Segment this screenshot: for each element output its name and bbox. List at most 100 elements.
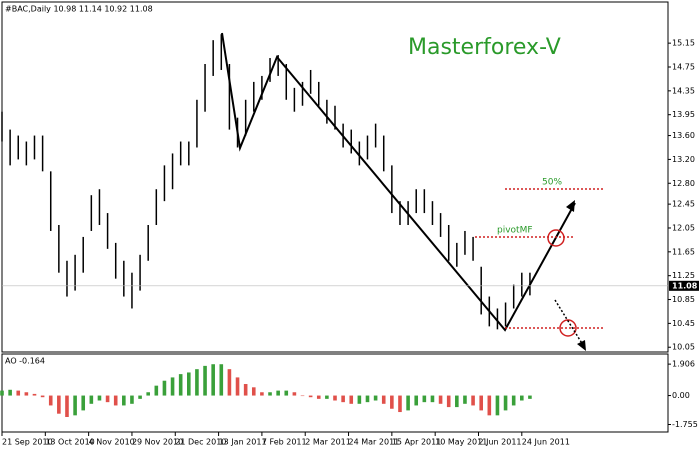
main-pane [1, 1, 669, 353]
last-price-label: 11.08 [672, 281, 698, 290]
x-tick-label: 21 Dec 2010 [175, 438, 226, 447]
ao-bar [479, 395, 483, 411]
annotation: pivotMF [497, 226, 533, 236]
ao-bar [333, 395, 337, 401]
y-tick-label: 1.906 [672, 360, 695, 369]
ao-bar [495, 395, 500, 416]
x-tick-label: 24 Mar 2011 [349, 438, 400, 447]
ao-bar [0, 390, 4, 396]
y-tick-label: 13.95 [672, 110, 695, 119]
ao-bar [57, 395, 61, 414]
y-tick-label: -1.755 [672, 420, 698, 429]
ao-bar [178, 374, 183, 396]
ao-bar [122, 395, 126, 406]
ao-bar [203, 365, 207, 396]
x-tick-label: 24 Jun 2011 [522, 438, 570, 447]
ao-bar [260, 392, 264, 396]
ao-bar [430, 395, 435, 403]
ao-bar [455, 395, 459, 408]
ao-bar [503, 395, 508, 411]
annotation: 50% [542, 178, 562, 188]
drawings [221, 32, 605, 351]
ao-bar [130, 395, 134, 404]
y-tick-label: 15.15 [672, 39, 695, 48]
x-tick-label: 21 Sep 2010 [2, 438, 53, 447]
ao-bar [211, 364, 215, 396]
chart-title: #BAC,Daily 10.98 11.14 10.92 11.08 [5, 5, 153, 14]
x-tick-label: 29 Nov 2010 [132, 438, 183, 447]
ao-bar [81, 395, 86, 411]
ao-bar [422, 395, 427, 403]
ao-bar [471, 395, 475, 406]
ao-bar [227, 369, 232, 396]
y-tick-label: 14.35 [672, 86, 695, 95]
y-tick-label: 11.65 [672, 247, 695, 256]
ao-bar [381, 395, 386, 404]
ao-bar [138, 395, 142, 399]
arrow-head [566, 200, 575, 212]
ao-bar [32, 393, 37, 396]
ao-bar [235, 377, 240, 396]
y-tick-label: 0.00 [672, 391, 690, 400]
ao-bar [276, 390, 280, 396]
x-tick-label: 13 Oct 2010 [45, 438, 94, 447]
y-tick-label: 10.45 [672, 319, 695, 328]
watermark: Masterforex-V [408, 35, 561, 60]
ao-bar [170, 377, 175, 396]
last-price-box [669, 280, 699, 291]
y-tick-label: 12.05 [672, 223, 695, 232]
y-tick-label: 12.80 [672, 179, 695, 188]
ao-title: AO -0.164 [5, 357, 45, 366]
target-circle [547, 229, 565, 247]
target-circle [559, 319, 577, 337]
x-tick-label: 13 Jan 2011 [219, 438, 267, 447]
ao-bar [40, 395, 45, 398]
ao-bar [284, 390, 289, 396]
ao-bar [357, 395, 362, 404]
ao-bar [195, 369, 199, 396]
ao-bar [65, 395, 69, 417]
ao-bar [316, 395, 321, 399]
x-tick-label: 4 Nov 2010 [89, 438, 135, 447]
ao-bar [8, 389, 12, 396]
ao-bar [219, 364, 224, 396]
x-tick-label: 7 Feb 2011 [262, 438, 307, 447]
ao-bar [16, 390, 21, 396]
y-tick-label: 12.45 [672, 200, 695, 209]
ao-bar [390, 395, 394, 409]
ao-bar [398, 395, 402, 413]
ao-bar [438, 395, 443, 404]
ao-bar [300, 395, 305, 397]
y-tick-label: 10.85 [672, 295, 695, 304]
ao-bar [292, 392, 297, 396]
ao-bar [520, 395, 524, 401]
x-tick-label: 2 Jun 2011 [478, 438, 521, 447]
trend-lines [221, 32, 576, 332]
y-tick-label: 13.20 [672, 155, 695, 164]
ao-bar [162, 380, 167, 396]
ao-bar [414, 395, 419, 406]
ao-bar [406, 395, 410, 411]
arrow-head [577, 340, 586, 351]
ao-bar [48, 395, 53, 406]
ao-bar [251, 387, 256, 396]
ao-bar [308, 395, 313, 398]
ao-bar [487, 395, 492, 416]
down-arrow [554, 299, 584, 346]
x-tick-label: 10 May 2011 [435, 438, 487, 447]
ao-bar [187, 372, 191, 396]
ao-bar [146, 392, 150, 396]
y-tick-label: 11.25 [672, 271, 695, 280]
y-tick-label: 10.05 [672, 343, 695, 352]
y-tick-label: 14.75 [672, 62, 695, 71]
ao-bar [365, 395, 370, 403]
ao-bar [243, 384, 248, 396]
x-tick-label: 15 Apr 2011 [392, 438, 441, 447]
y-tick-label: 13.60 [672, 131, 695, 140]
ao-bar [373, 395, 378, 401]
ao-bar [113, 395, 118, 406]
ao-bar [528, 395, 532, 399]
x-tick-label: 2 Mar 2011 [305, 438, 351, 447]
ao-bar [325, 395, 329, 399]
